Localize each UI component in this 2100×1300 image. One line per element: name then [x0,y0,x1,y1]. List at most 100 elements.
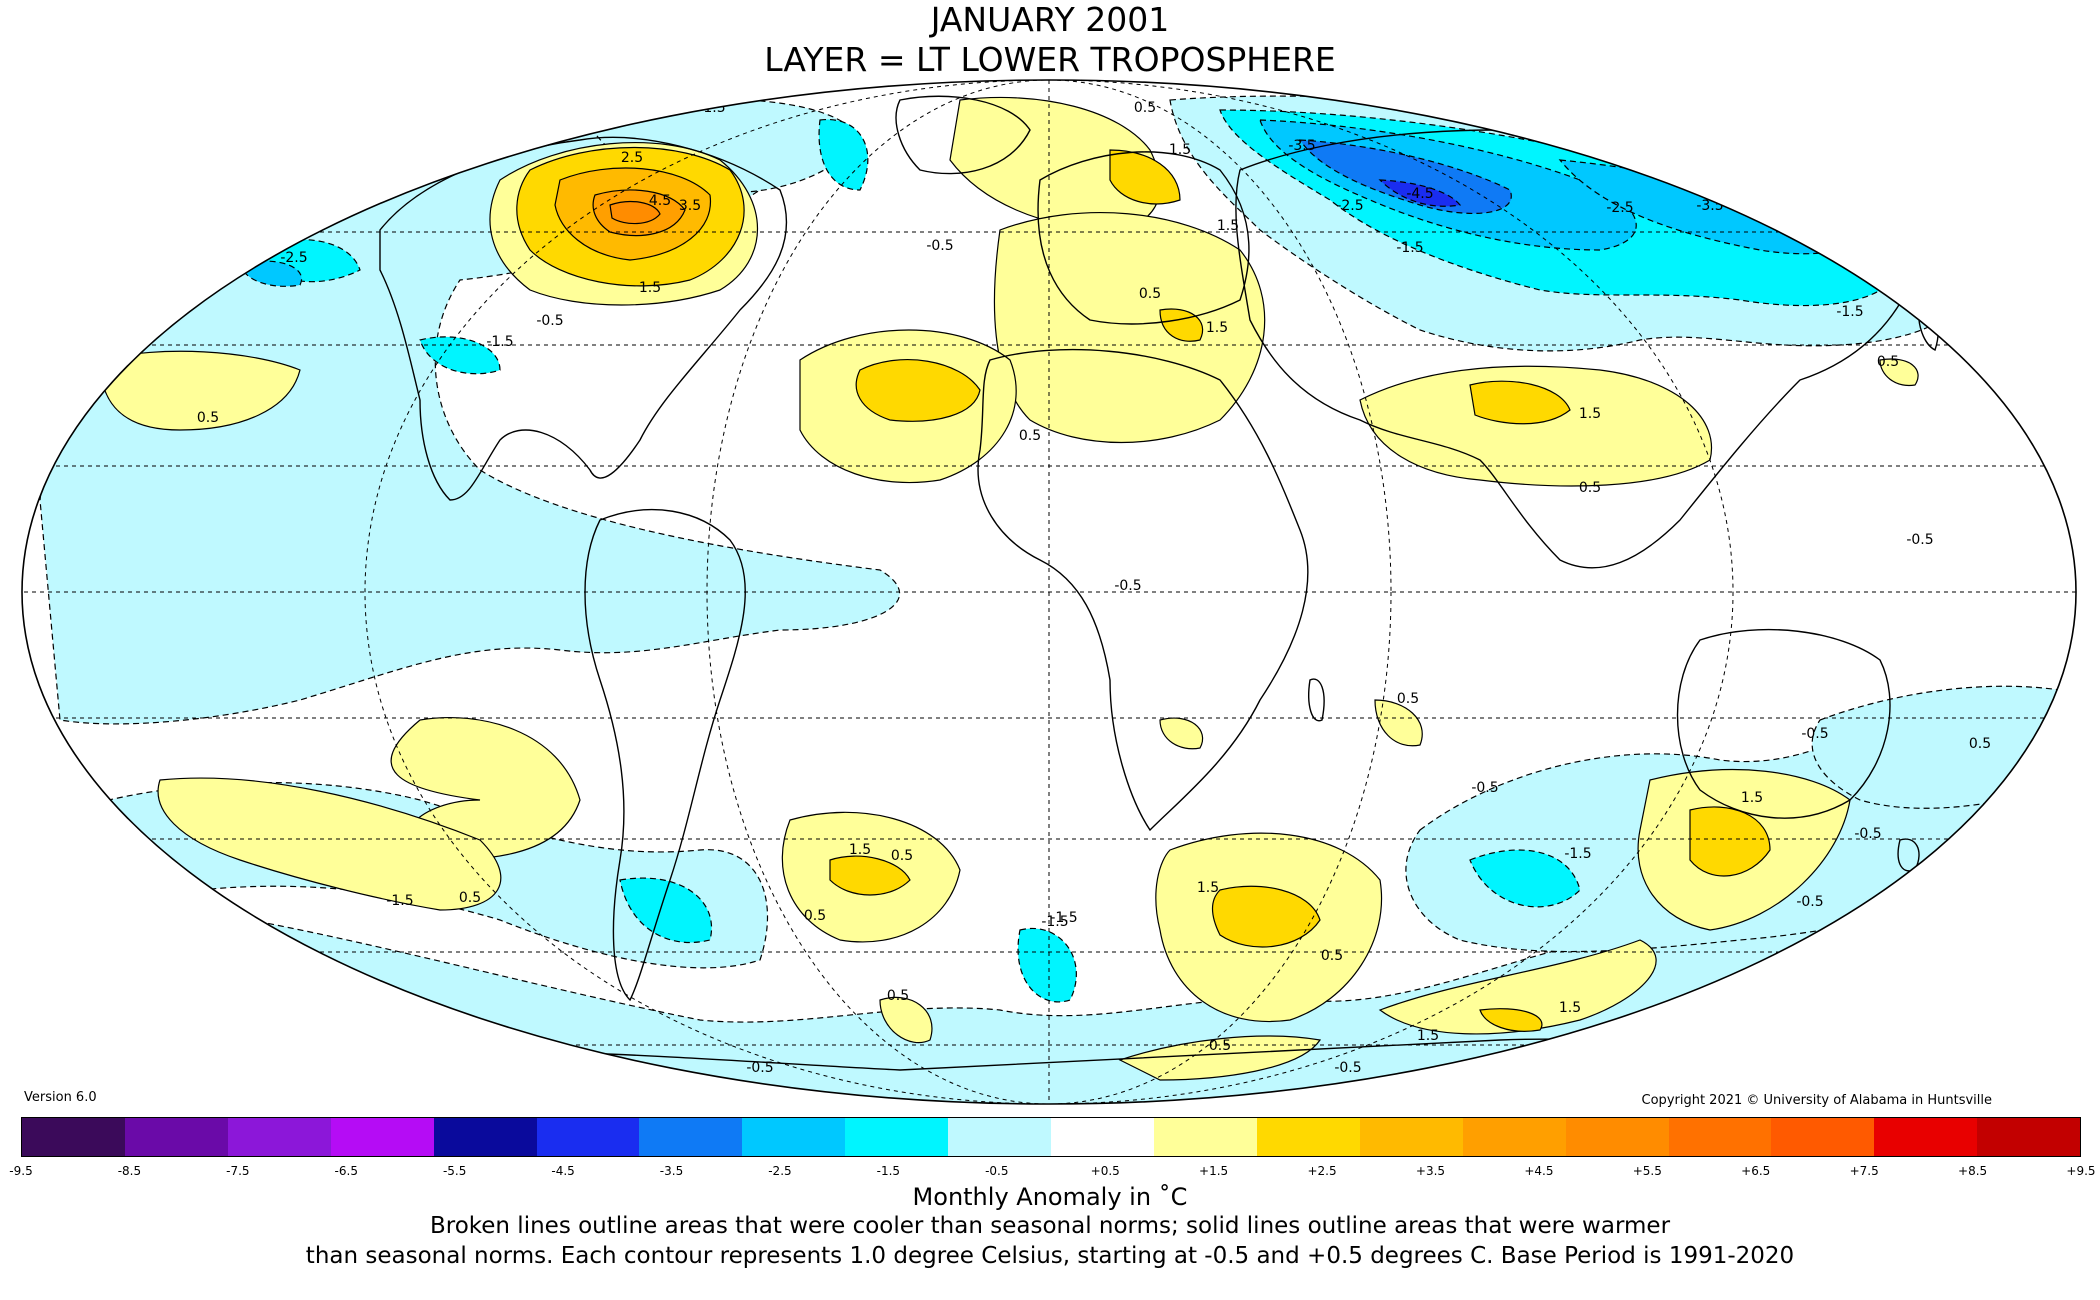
contour-label: 1.5 [1197,880,1219,896]
contour-label: -1.5 [1836,304,1863,320]
colorbar-tick-label: -9.5 [9,1164,33,1178]
description-line-2: than seasonal norms. Each contour repres… [305,1243,1795,1269]
contour-label: 0.5 [891,848,913,864]
atlantic-hot [855,359,981,422]
contour-label: 0.5 [1877,354,1899,370]
scandinavia-hot [1109,149,1181,205]
colorbar-tick-label: +5.5 [1632,1164,1662,1178]
contour-label: 0.5 [197,410,219,426]
contour-label: -0.5 [1114,578,1141,594]
globe-outline [21,79,2077,1105]
colorbar-tick-label: -2.5 [768,1164,792,1178]
contour-label: 3.5 [679,198,701,214]
contour-label: -1.5 [386,893,413,909]
colorbar-ticks: -9.5 -8.5 -7.5 -6.5 -5.5 -4.5 -3.5 -2.5 -1.5 -0.5… [0,1164,2100,1182]
colorbar-cell [1359,1118,1463,1156]
colorbar-cell [227,1118,331,1156]
graticule [22,80,2076,1104]
siberia-deepest-cold [1378,179,1462,207]
antarctic-edge-warm [1378,939,1657,1035]
colorbar-cell [433,1118,537,1156]
contour-label: -2.5 [280,250,307,266]
greenland-outline [895,95,1031,175]
colorbar-tick-label: +9.5 [2066,1164,2096,1178]
copyright-label: Copyright 2021 © University of Alabama i… [1641,1093,1992,1108]
contour-label: -1.5 [1041,914,1068,930]
contour-label: 1.5 [1741,790,1763,806]
contour-label: 0.5 [1321,948,1343,964]
contour-label: -0.5 [746,1060,773,1076]
contour-label: -0.5 [536,313,563,329]
colorbar-tick-label: +7.5 [1849,1164,1879,1178]
contour-label: -0.5 [926,238,953,254]
contour-label: 0.5 [1134,100,1156,116]
contour-label: 1.5 [1206,320,1228,336]
north-atlantic-warm [949,96,1161,231]
europe-outline [1037,151,1250,325]
contour-label: 1.5 [1217,218,1239,234]
contour-label: -1.5 [1050,910,1077,926]
map-title-layer: LAYER = LT LOWER TROPOSPHERE [764,40,1336,79]
tibet-hot [1469,380,1571,425]
antarctic-hot [1479,1008,1543,1032]
south-atlantic-small-warm [879,996,933,1044]
south-america-outline [584,508,746,1002]
contour-label: 0.5 [887,988,909,1004]
contour-label: 4.5 [649,193,671,209]
contour-label: 2.5 [621,150,643,166]
colorbar-tick-label: +0.5 [1090,1164,1120,1178]
colorbar-tick-label: +2.5 [1307,1164,1337,1178]
contour-label: -1.5 [1396,240,1423,256]
contour-label: -4.5 [1406,186,1433,202]
units-label: Monthly Anomaly in ˚C [912,1183,1188,1211]
colorbar-tick-label: -4.5 [551,1164,575,1178]
contour-label: 0.5 [804,908,826,924]
contour-label: 1.5 [639,280,661,296]
contour-label: -2.5 [1336,198,1363,214]
madagascar-outline [1308,678,1325,722]
contour-label: -0.5 [1801,726,1828,742]
contour-label: 0.5 [1019,428,1041,444]
contour-label: 0.5 [1579,480,1601,496]
contour-label: 1.5 [1169,142,1191,158]
contour-label: -0.5 [1471,780,1498,796]
contour-label: -2.5 [1606,200,1633,216]
colorbar-cell [845,1118,949,1156]
antarctica-warm [1118,1035,1322,1081]
colorbar-cell [22,1118,125,1156]
contour-label: -1.5 [486,334,513,350]
contour-label: 1.5 [1579,406,1601,422]
colorbar-cell [1565,1118,1669,1156]
colorbar-tick-label: +4.5 [1524,1164,1554,1178]
contour-label: 0.5 [1969,736,1991,752]
contour-label: -0.5 [1906,532,1933,548]
contour-label: 1.5 [1417,1028,1439,1044]
colorbar-tick-label: -8.5 [117,1164,142,1178]
colorbar-tick-label: +6.5 [1741,1164,1771,1178]
colorbar-cell [1771,1118,1875,1156]
south-pacific-cold [619,877,713,944]
colorbar-tick-label: +3.5 [1415,1164,1446,1178]
north-america-outline [379,136,788,501]
extreme-cold-regions [1298,139,1512,214]
west-pacific-warm [1879,358,1919,387]
contour-label: 0.5 [1209,1038,1231,1054]
south-atlantic-cold [1017,927,1077,1003]
colorbar-cell [1051,1118,1154,1156]
colorbar-tick-label: +1.5 [1199,1164,1229,1178]
colorbar-tick-label: -3.5 [659,1164,684,1178]
colorbar-cell [1668,1118,1772,1156]
siberia-extreme-cold [1298,139,1512,214]
colorbar-tick-label: -1.5 [876,1164,901,1178]
peak-hot-regions [609,201,661,225]
indian-ocean-cold [1469,849,1581,908]
colorbar [21,1117,2081,1157]
south-pacific-band-warm [157,777,502,911]
colorbar-cell [948,1118,1052,1156]
africa-outline [977,348,1309,832]
colorbar-tick-label: -6.5 [334,1164,358,1178]
colorbar-cell [1256,1118,1360,1156]
colorbar-cell [742,1118,846,1156]
colorbar-cell [124,1118,228,1156]
